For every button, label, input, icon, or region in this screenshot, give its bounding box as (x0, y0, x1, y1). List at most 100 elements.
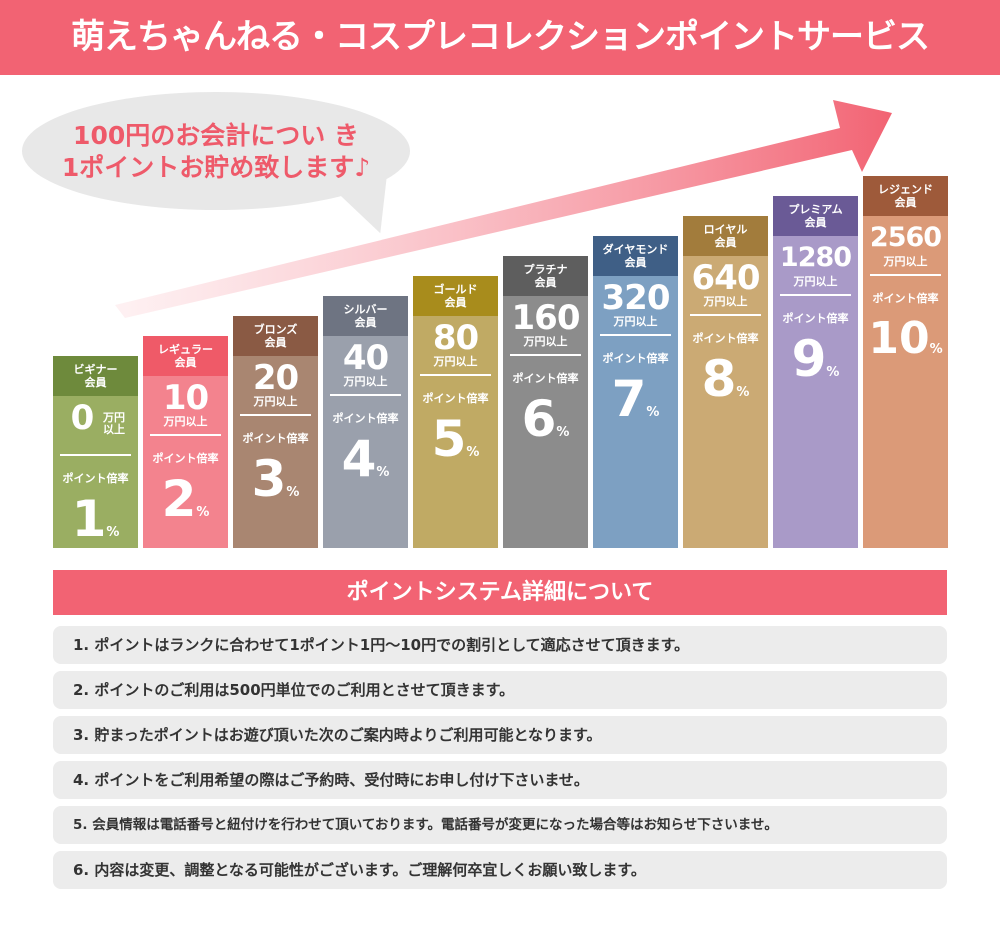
tier-divider (870, 274, 941, 276)
tier-rate: 9% (773, 332, 858, 400)
tier-name: レジェンド 会員 (863, 176, 948, 216)
tier-amount: 80 (432, 318, 479, 358)
detail-item: 2. ポイントのご利用は500円単位でのご利用とさせて頂きます。 (53, 671, 947, 709)
tier-rate-value: 8 (701, 350, 737, 408)
tier-body: 20 万円以上ポイント倍率 3% (233, 356, 318, 548)
tier-rate-label: ポイント倍率 (782, 312, 849, 325)
tier-name: ダイヤモンド 会員 (593, 236, 678, 276)
tier-amount: 0 (70, 398, 95, 438)
bubble-line-2: 1ポイントお貯め致します♪ (61, 153, 371, 182)
tier-name: レギュラー 会員 (143, 336, 228, 376)
tier-rate-unit: % (286, 485, 300, 500)
tier-amount-unit: 万円 以上 (103, 411, 125, 436)
tier-rate-unit: % (646, 405, 660, 420)
tier-column: ダイヤモンド 会員 320 万円以上ポイント倍率 7% (593, 236, 678, 548)
tier-name: プレミアム 会員 (773, 196, 858, 236)
tier-rate-label: ポイント倍率 (422, 392, 489, 405)
tier-rate-value: 6 (521, 390, 557, 448)
tier-rate-value: 10 (868, 313, 930, 364)
tier-rate-unit: % (466, 445, 480, 460)
speech-bubble (22, 92, 410, 210)
tier-body: 80 万円以上ポイント倍率 5% (413, 316, 498, 548)
tier-column: プラチナ 会員 160 万円以上 ポイント倍率 6% (503, 256, 588, 548)
details-title: ポイントシステム詳細について (53, 570, 947, 615)
tier-rate-value: 4 (341, 430, 377, 488)
tier-divider (420, 374, 491, 376)
detail-item: 1. ポイントはランクに合わせて1ポイント1円～10円での割引として適応させて頂… (53, 626, 947, 664)
tier-amount-unit: 万円以上 (343, 375, 388, 388)
tier-rate-value: 1 (71, 490, 107, 548)
tier-amount: 40 (342, 338, 389, 378)
tier-body: 0 万円 以上ポイント倍率 1% (53, 396, 138, 548)
tier-rate: 3% (233, 452, 318, 520)
tier-divider (150, 434, 221, 436)
tier-amount-unit: 万円以上 (433, 355, 478, 368)
tier-rate: 2% (143, 472, 228, 540)
tier-rate: 8% (683, 352, 768, 420)
tier-rate-unit: % (106, 525, 120, 540)
tier-body: 1280 万円以上 ポイント倍率 9% (773, 236, 858, 548)
bubble-text: 100円のお会計につい き 1ポイントお貯め致します♪ (22, 120, 410, 184)
tier-rate: 7% (593, 372, 678, 440)
tier-body: 320 万円以上ポイント倍率 7% (593, 276, 678, 548)
tier-name: シルバー 会員 (323, 296, 408, 336)
tier-amount: 320 (601, 278, 671, 318)
tier-rate: 4% (323, 432, 408, 500)
tier-body: 10 万円以上ポイント倍率 2% (143, 376, 228, 548)
tier-amount-unit: 万円以上 (703, 295, 748, 308)
tier-rate-label: ポイント倍率 (692, 332, 759, 345)
tier-rate-label: ポイント倍率 (602, 352, 669, 365)
tier-amount: 1280 (779, 242, 852, 273)
tier-rate-value: 5 (431, 410, 467, 468)
tier-divider (780, 294, 851, 296)
detail-item: 4. ポイントをご利用希望の際はご予約時、受付時にお申し付け下さいませ。 (53, 761, 947, 799)
tier-rate-value: 3 (251, 450, 287, 508)
tier-body: 40 万円以上ポイント倍率 4% (323, 336, 408, 548)
tier-divider (690, 314, 761, 316)
tier-amount-unit: 万円以上 (253, 395, 298, 408)
tier-rate: 10% (863, 312, 948, 377)
tier-rate: 5% (413, 412, 498, 480)
tier-rate-label: ポイント倍率 (512, 372, 579, 385)
tier-body: 160 万円以上ポイント倍率 6% (503, 296, 588, 548)
tier-rate: 1% (53, 492, 138, 560)
tier-rate-label: ポイント倍率 (242, 432, 309, 445)
detail-item: 5. 会員情報は電話番号と紐付けを行わせて頂いております。電話番号が変更になった… (53, 806, 947, 844)
tier-divider (510, 354, 581, 356)
tier-rate-unit: % (376, 465, 390, 480)
tier-rate-unit: % (736, 385, 750, 400)
tier-column: プレミアム 会員 1280 万円以上 ポイント倍率 9% (773, 196, 858, 548)
tier-rate-value: 7 (611, 370, 647, 428)
tier-name: ビギナー 会員 (53, 356, 138, 396)
tier-amount-unit: 万円以上 (883, 255, 928, 268)
tier-rate-value: 2 (161, 470, 197, 528)
tier-rate-label: ポイント倍率 (872, 292, 939, 305)
tier-column: ゴールド 会員 80 万円以上ポイント倍率 5% (413, 276, 498, 548)
tier-rate-label: ポイント倍率 (62, 472, 129, 485)
tier-rate-unit: % (196, 505, 210, 520)
tier-amount-unit: 万円以上 (613, 315, 658, 328)
tier-rate-label: ポイント倍率 (152, 452, 219, 465)
tier-rate: 6% (503, 392, 588, 460)
tier-amount: 20 (252, 358, 299, 398)
tier-body: 2560 万円以上 ポイント倍率 10% (863, 216, 948, 548)
tier-column: レジェンド 会員 2560 万円以上 ポイント倍率 10% (863, 176, 948, 548)
tier-amount-unit: 万円以上 (523, 335, 568, 348)
tier-amount-unit: 万円以上 (163, 415, 208, 428)
tier-amount: 160 (511, 298, 581, 338)
tier-divider (330, 394, 401, 396)
tier-name: ブロンズ 会員 (233, 316, 318, 356)
tier-rate-label: ポイント倍率 (332, 412, 399, 425)
tier-column: レギュラー 会員 10 万円以上ポイント倍率 2% (143, 336, 228, 548)
tier-divider (60, 454, 131, 456)
tier-amount: 10 (162, 378, 209, 418)
tier-name: ゴールド 会員 (413, 276, 498, 316)
tier-rate-value: 9 (791, 330, 827, 388)
detail-item: 6. 内容は変更、調整となる可能性がございます。ご理解何卒宜しくお願い致します。 (53, 851, 947, 889)
tier-name: ロイヤル 会員 (683, 216, 768, 256)
tier-column: ブロンズ 会員 20 万円以上ポイント倍率 3% (233, 316, 318, 548)
tier-column: シルバー 会員 40 万円以上ポイント倍率 4% (323, 296, 408, 548)
bubble-line-1: 100円のお会計につい き (73, 121, 359, 150)
detail-item: 3. 貯まったポイントはお遊び頂いた次のご案内時よりご利用可能となります。 (53, 716, 947, 754)
